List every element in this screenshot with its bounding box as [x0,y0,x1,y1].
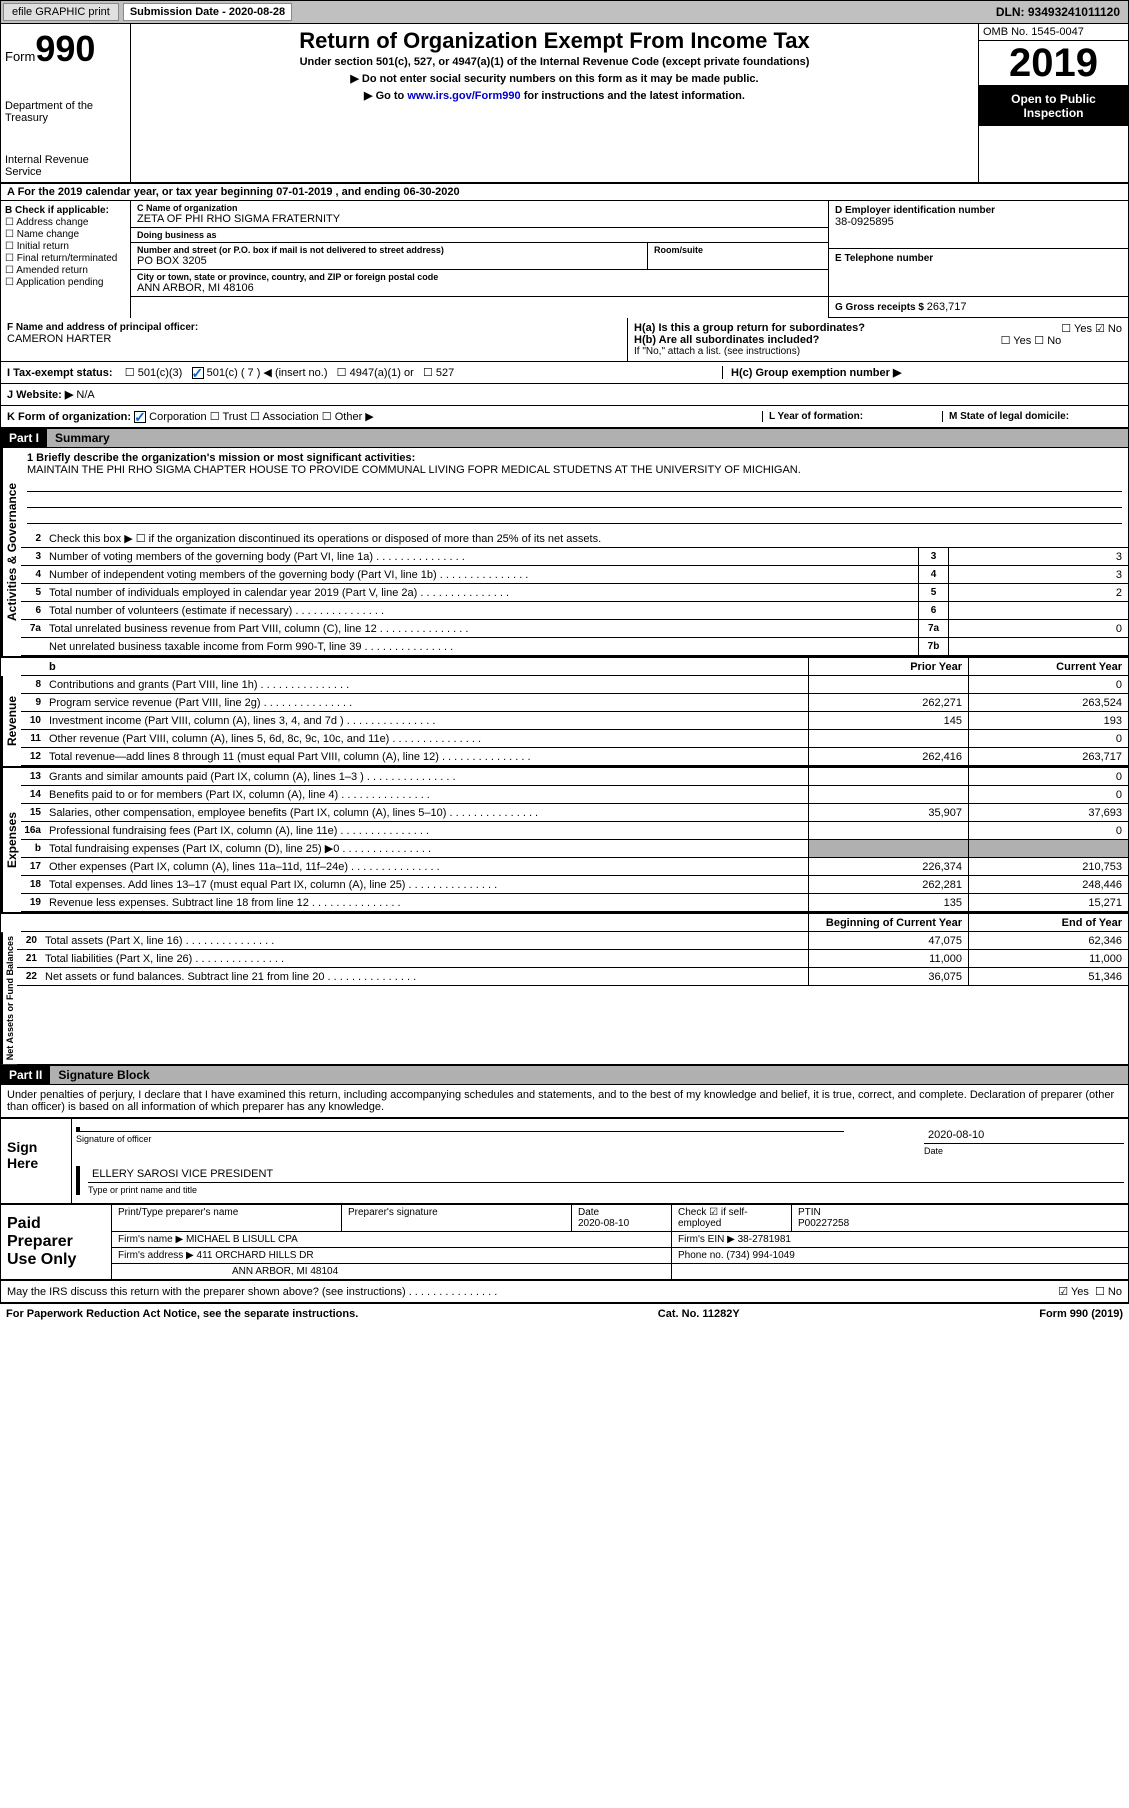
gross-receipts: G Gross receipts $ 263,717 [829,297,1128,318]
top-bar: efile GRAPHIC print Submission Date - 20… [1,1,1128,24]
ein: D Employer identification number 38-0925… [829,201,1128,249]
part1-hdr: Part I [1,429,47,447]
side-expenses: Expenses [1,768,21,912]
footer-right: Form 990 (2019) [1039,1308,1123,1320]
tax-exempt-status: I Tax-exempt status: ☐ 501(c)(3) 501(c) … [1,362,1128,384]
address: Number and street (or P.O. box if mail i… [131,243,647,269]
website-row: J Website: ▶ N/A [1,384,1128,406]
submission-date: Submission Date - 2020-08-28 [123,3,292,21]
discuss-row: May the IRS discuss this return with the… [1,1281,1128,1303]
sign-here-label: Sign Here [1,1119,71,1203]
efile-btn[interactable]: efile GRAPHIC print [3,3,119,21]
phone: E Telephone number [829,249,1128,297]
ha-group-return: H(a) Is this a group return for subordin… [634,322,1122,334]
part2-title: Signature Block [50,1066,1128,1084]
form-title-block: Return of Organization Exempt From Incom… [131,24,978,182]
side-netassets: Net Assets or Fund Balances [1,932,17,1064]
dln: DLN: 93493241011120 [996,5,1126,19]
tax-year: 2019 [979,41,1128,86]
year-formation: L Year of formation: [762,411,942,422]
form-ident: Form990 Department of the Treasury Inter… [1,24,131,182]
footer-left: For Paperwork Reduction Act Notice, see … [6,1308,358,1320]
org-name: C Name of organization ZETA OF PHI RHO S… [131,201,828,227]
room-suite: Room/suite [647,243,828,269]
principal-officer: F Name and address of principal officer:… [1,318,628,361]
dba: Doing business as [131,228,828,242]
mission-block: 1 Briefly describe the organization's mi… [21,448,1128,530]
irs-link[interactable]: www.irs.gov/Form990 [407,90,520,102]
open-public: Open to Public Inspection [979,86,1128,126]
footer-mid: Cat. No. 11282Y [658,1308,740,1320]
prior-year-hdr: Prior Year [808,658,968,675]
part1-title: Summary [47,429,1128,447]
form-title: Return of Organization Exempt From Incom… [135,28,974,54]
end-year-hdr: End of Year [968,914,1128,931]
curr-year-hdr: Current Year [968,658,1128,675]
penalties-text: Under penalties of perjury, I declare th… [1,1085,1128,1117]
side-revenue: Revenue [1,676,21,766]
begin-year-hdr: Beginning of Current Year [808,914,968,931]
paid-preparer-label: Paid Preparer Use Only [1,1205,111,1279]
part2-hdr: Part II [1,1066,50,1084]
hc-group-exemption: H(c) Group exemption number ▶ [722,366,1122,379]
omb: OMB No. 1545-0047 [979,24,1128,41]
city: City or town, state or province, country… [131,270,828,296]
section-b: B Check if applicable: ☐ Address change … [1,201,131,318]
row-a-period: A For the 2019 calendar year, or tax yea… [1,184,1128,201]
form-of-org: K Form of organization: Corporation ☐ Tr… [7,410,762,423]
officer-name: ELLERY SAROSI VICE PRESIDENT [92,1168,273,1180]
hb-subordinates: H(b) Are all subordinates included? ☐ Ye… [634,334,1122,346]
side-activities: Activities & Governance [1,448,21,656]
state-domicile: M State of legal domicile: [942,411,1122,422]
